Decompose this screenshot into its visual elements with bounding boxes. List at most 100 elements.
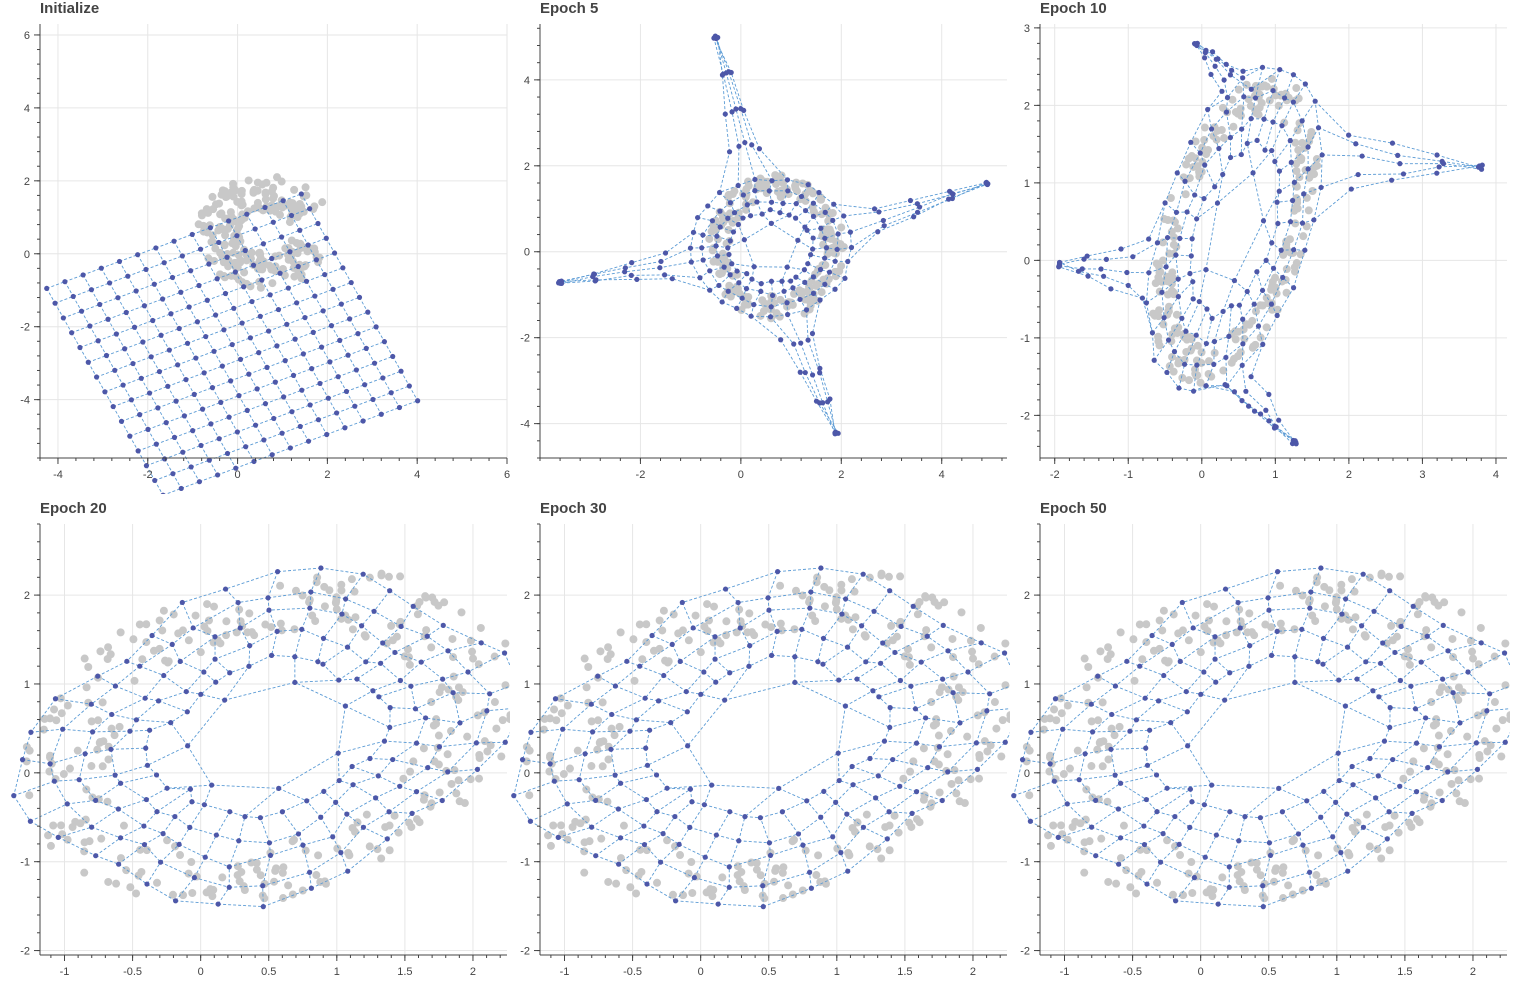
y-tick-label: 6: [24, 30, 30, 42]
som-edge: [150, 723, 171, 731]
som-node: [1173, 252, 1178, 257]
som-edge: [659, 701, 688, 712]
som-node: [613, 683, 618, 688]
som-node: [811, 291, 816, 296]
data-point: [1378, 570, 1386, 578]
som-node: [474, 740, 479, 745]
data-point: [904, 645, 912, 653]
som-node: [672, 814, 677, 819]
data-point: [1349, 625, 1357, 633]
data-point: [791, 184, 799, 192]
data-point: [757, 871, 765, 879]
som-node: [289, 409, 294, 414]
som-edge: [412, 800, 442, 813]
som-edge: [890, 591, 914, 607]
som-node: [1359, 153, 1364, 158]
data-point: [1468, 648, 1476, 656]
som-edge: [275, 375, 293, 382]
som-edge: [1115, 686, 1145, 698]
som-node: [1249, 116, 1254, 121]
som-node: [818, 267, 823, 272]
som-edge: [1333, 814, 1347, 837]
som-node: [345, 645, 350, 650]
som-node: [227, 670, 232, 675]
som-node: [111, 404, 116, 409]
som-edge: [910, 191, 949, 200]
data-point: [777, 620, 785, 628]
som-node: [145, 427, 150, 432]
som-node: [1187, 271, 1192, 276]
som-node: [134, 717, 139, 722]
som-node: [149, 354, 154, 359]
som-edge: [1178, 282, 1192, 297]
data-point: [1434, 602, 1442, 610]
data-point: [1405, 819, 1413, 827]
som-node: [769, 279, 774, 284]
som-node: [1434, 152, 1439, 157]
data-point: [237, 617, 245, 625]
som-edge: [1348, 647, 1366, 662]
som-node: [1219, 89, 1224, 94]
som-node: [1130, 254, 1135, 259]
som-node: [184, 689, 189, 694]
som-node: [372, 361, 377, 366]
som-edge: [381, 407, 399, 414]
som-edge: [179, 322, 197, 329]
som-node: [246, 372, 251, 377]
data-point: [748, 628, 756, 636]
som-node: [951, 690, 956, 695]
data-point: [1170, 368, 1178, 376]
som-edge: [1179, 827, 1190, 844]
data-point: [1130, 677, 1138, 685]
som-node: [802, 280, 807, 285]
data-point: [1436, 788, 1444, 796]
som-node: [239, 320, 244, 325]
som-node: [685, 743, 690, 748]
som-node: [423, 715, 428, 720]
som-node: [717, 209, 722, 214]
som-node: [1212, 184, 1217, 189]
som-edge: [199, 475, 217, 482]
som-edge: [1190, 805, 1205, 828]
som-node: [654, 772, 659, 777]
som-node: [1225, 95, 1230, 100]
data-point: [1430, 721, 1438, 729]
som-edge: [621, 783, 647, 799]
data-point: [337, 586, 345, 594]
som-node: [833, 800, 838, 805]
data-point: [1168, 228, 1176, 236]
som-edge: [646, 730, 650, 748]
som-edge: [1421, 662, 1442, 679]
data-point: [837, 262, 845, 270]
som-edge: [365, 378, 383, 385]
som-node: [876, 773, 881, 778]
data-point: [40, 726, 48, 734]
data-point: [195, 220, 203, 228]
som-node: [382, 339, 387, 344]
som-node: [875, 229, 880, 234]
som-edge: [1030, 804, 1067, 821]
som-node: [261, 904, 266, 909]
som-edge: [660, 262, 691, 268]
data-point: [1257, 334, 1265, 342]
som-edge: [1157, 812, 1175, 817]
som-node: [343, 596, 348, 601]
som-node: [1346, 133, 1351, 138]
som-node: [457, 720, 462, 725]
som-node: [872, 206, 877, 211]
data-point: [1107, 650, 1115, 658]
som-edge: [550, 754, 585, 764]
som-node: [1270, 88, 1275, 93]
som-edge: [672, 279, 709, 290]
som-node: [703, 855, 708, 860]
som-node: [260, 883, 265, 888]
som-node: [322, 272, 327, 277]
som-edge: [221, 396, 239, 403]
som-node: [1118, 246, 1123, 251]
som-node: [209, 782, 214, 787]
som-edge: [188, 337, 206, 344]
som-node: [118, 781, 123, 786]
data-point: [1096, 647, 1104, 655]
data-point: [203, 600, 211, 608]
som-edge: [91, 283, 109, 290]
